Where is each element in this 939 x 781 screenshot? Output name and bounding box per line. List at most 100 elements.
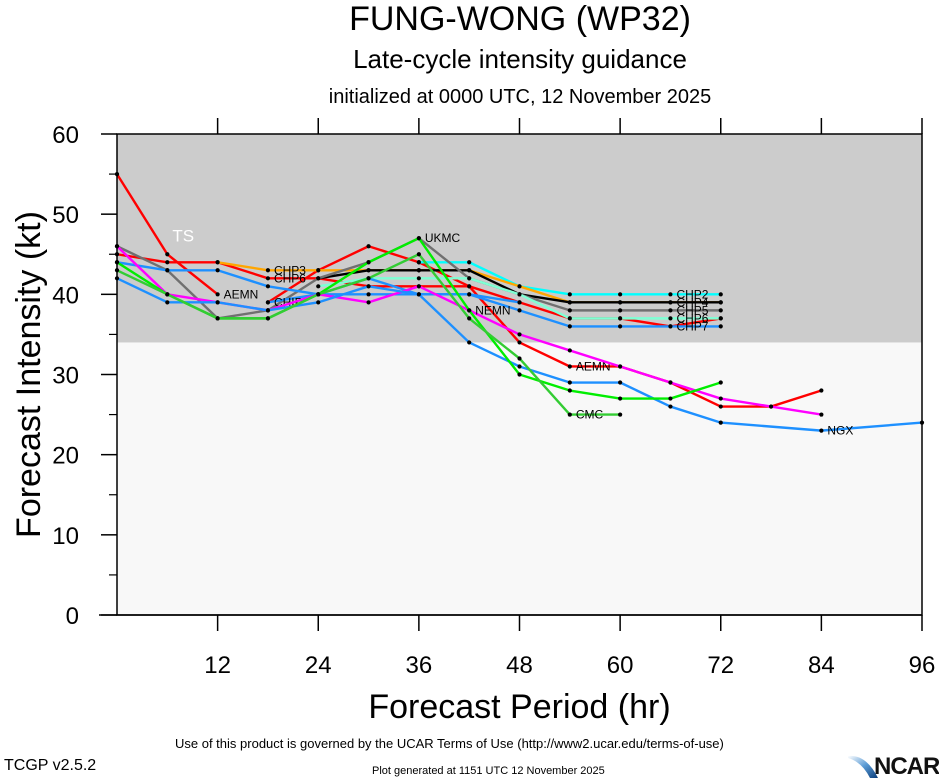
data-point bbox=[265, 268, 271, 273]
data-point bbox=[316, 292, 321, 297]
data-point bbox=[316, 276, 321, 281]
data-point bbox=[668, 396, 673, 401]
data-point bbox=[265, 284, 271, 289]
data-point bbox=[467, 268, 472, 273]
y-tick-label: 30 bbox=[52, 363, 79, 390]
data-point bbox=[467, 316, 472, 321]
data-point bbox=[467, 284, 472, 289]
x-tick-label: 60 bbox=[607, 652, 634, 679]
data-point bbox=[366, 244, 371, 249]
data-point bbox=[718, 420, 723, 425]
series-label: UKMC bbox=[425, 231, 461, 245]
data-point bbox=[618, 292, 623, 297]
x-tick-label: 72 bbox=[707, 652, 734, 679]
data-point bbox=[416, 276, 421, 281]
data-point bbox=[668, 300, 673, 305]
data-point bbox=[215, 292, 220, 297]
ncar-logo-icon bbox=[848, 755, 878, 778]
data-point bbox=[567, 324, 572, 329]
data-point bbox=[165, 300, 170, 305]
data-point bbox=[215, 260, 220, 265]
chart-title: FUNG-WONG (WP32) bbox=[349, 0, 691, 38]
data-point bbox=[517, 300, 522, 305]
data-point bbox=[517, 372, 522, 377]
data-point bbox=[718, 316, 723, 321]
data-point bbox=[416, 236, 421, 241]
x-axis-label: Forecast Period (hr) bbox=[368, 688, 670, 726]
data-point bbox=[467, 340, 472, 345]
y-tick-label: 20 bbox=[52, 443, 79, 470]
x-tick-label: 12 bbox=[204, 652, 231, 679]
data-point bbox=[265, 308, 271, 313]
series-label: CHP3 bbox=[274, 263, 306, 277]
data-point bbox=[768, 404, 774, 409]
data-point bbox=[668, 380, 673, 385]
data-point bbox=[165, 292, 170, 297]
generated-time: Plot generated at 1151 UTC 12 November 2… bbox=[372, 765, 605, 777]
series-label: CHP4 bbox=[676, 295, 708, 309]
data-point bbox=[668, 404, 673, 409]
data-point bbox=[265, 316, 271, 321]
data-point bbox=[517, 356, 522, 361]
data-point bbox=[567, 300, 572, 305]
data-point bbox=[517, 332, 522, 337]
data-point bbox=[668, 292, 673, 297]
data-point bbox=[567, 412, 572, 417]
series-label: CHP6 bbox=[676, 311, 708, 325]
data-point bbox=[517, 284, 522, 289]
data-point bbox=[618, 396, 623, 401]
data-point bbox=[366, 284, 371, 289]
data-point bbox=[467, 260, 472, 265]
data-point bbox=[668, 316, 673, 321]
data-point bbox=[165, 252, 170, 257]
data-point bbox=[416, 260, 421, 265]
series-label: AEMN bbox=[576, 359, 611, 373]
data-point bbox=[416, 284, 421, 289]
data-point bbox=[618, 316, 623, 321]
version-label: TCGP v2.5.2 bbox=[4, 757, 97, 774]
data-point bbox=[819, 428, 824, 433]
data-point bbox=[668, 308, 673, 313]
x-tick-label: 36 bbox=[406, 652, 433, 679]
data-point bbox=[165, 260, 170, 265]
y-axis-label: Forecast Intensity (kt) bbox=[10, 211, 48, 538]
data-point bbox=[265, 300, 271, 305]
chart-subtitle: Late-cycle intensity guidance bbox=[353, 44, 687, 74]
data-point bbox=[316, 268, 321, 273]
x-tick-label: 84 bbox=[808, 652, 835, 679]
series-line-aemn bbox=[267, 245, 822, 408]
data-point bbox=[416, 268, 421, 273]
series-group: AEMNAEMNCHP6CHP2CHP3CHP4CHP5CHP6CHP7CHIP… bbox=[114, 171, 925, 438]
data-point bbox=[215, 300, 220, 305]
x-tick-label: 48 bbox=[506, 652, 533, 679]
data-point bbox=[618, 364, 623, 369]
data-point bbox=[366, 292, 371, 297]
data-point bbox=[718, 404, 723, 409]
series-label: CMC bbox=[576, 408, 604, 422]
data-point bbox=[718, 308, 723, 313]
series-label: CHP7 bbox=[676, 319, 708, 333]
data-point bbox=[567, 364, 572, 369]
data-point bbox=[718, 324, 723, 329]
data-point bbox=[366, 260, 371, 265]
data-point bbox=[668, 324, 673, 329]
ncar-logo-text: NCAR bbox=[874, 753, 939, 780]
data-point bbox=[819, 388, 824, 393]
series-label: CHP2 bbox=[676, 287, 708, 301]
data-point bbox=[467, 276, 472, 281]
data-point bbox=[718, 292, 723, 297]
data-point bbox=[567, 348, 572, 353]
data-point bbox=[618, 300, 623, 305]
data-point bbox=[567, 388, 572, 393]
data-point bbox=[416, 292, 421, 297]
data-point bbox=[567, 292, 572, 297]
y-tick-label: 50 bbox=[52, 202, 79, 229]
init-time-line: initialized at 0000 UTC, 12 November 202… bbox=[328, 86, 712, 108]
data-point bbox=[618, 308, 623, 313]
data-point bbox=[467, 308, 472, 313]
data-point bbox=[567, 316, 572, 321]
data-point bbox=[567, 308, 572, 313]
data-point bbox=[517, 292, 522, 297]
x-tick-label: 96 bbox=[909, 652, 936, 679]
